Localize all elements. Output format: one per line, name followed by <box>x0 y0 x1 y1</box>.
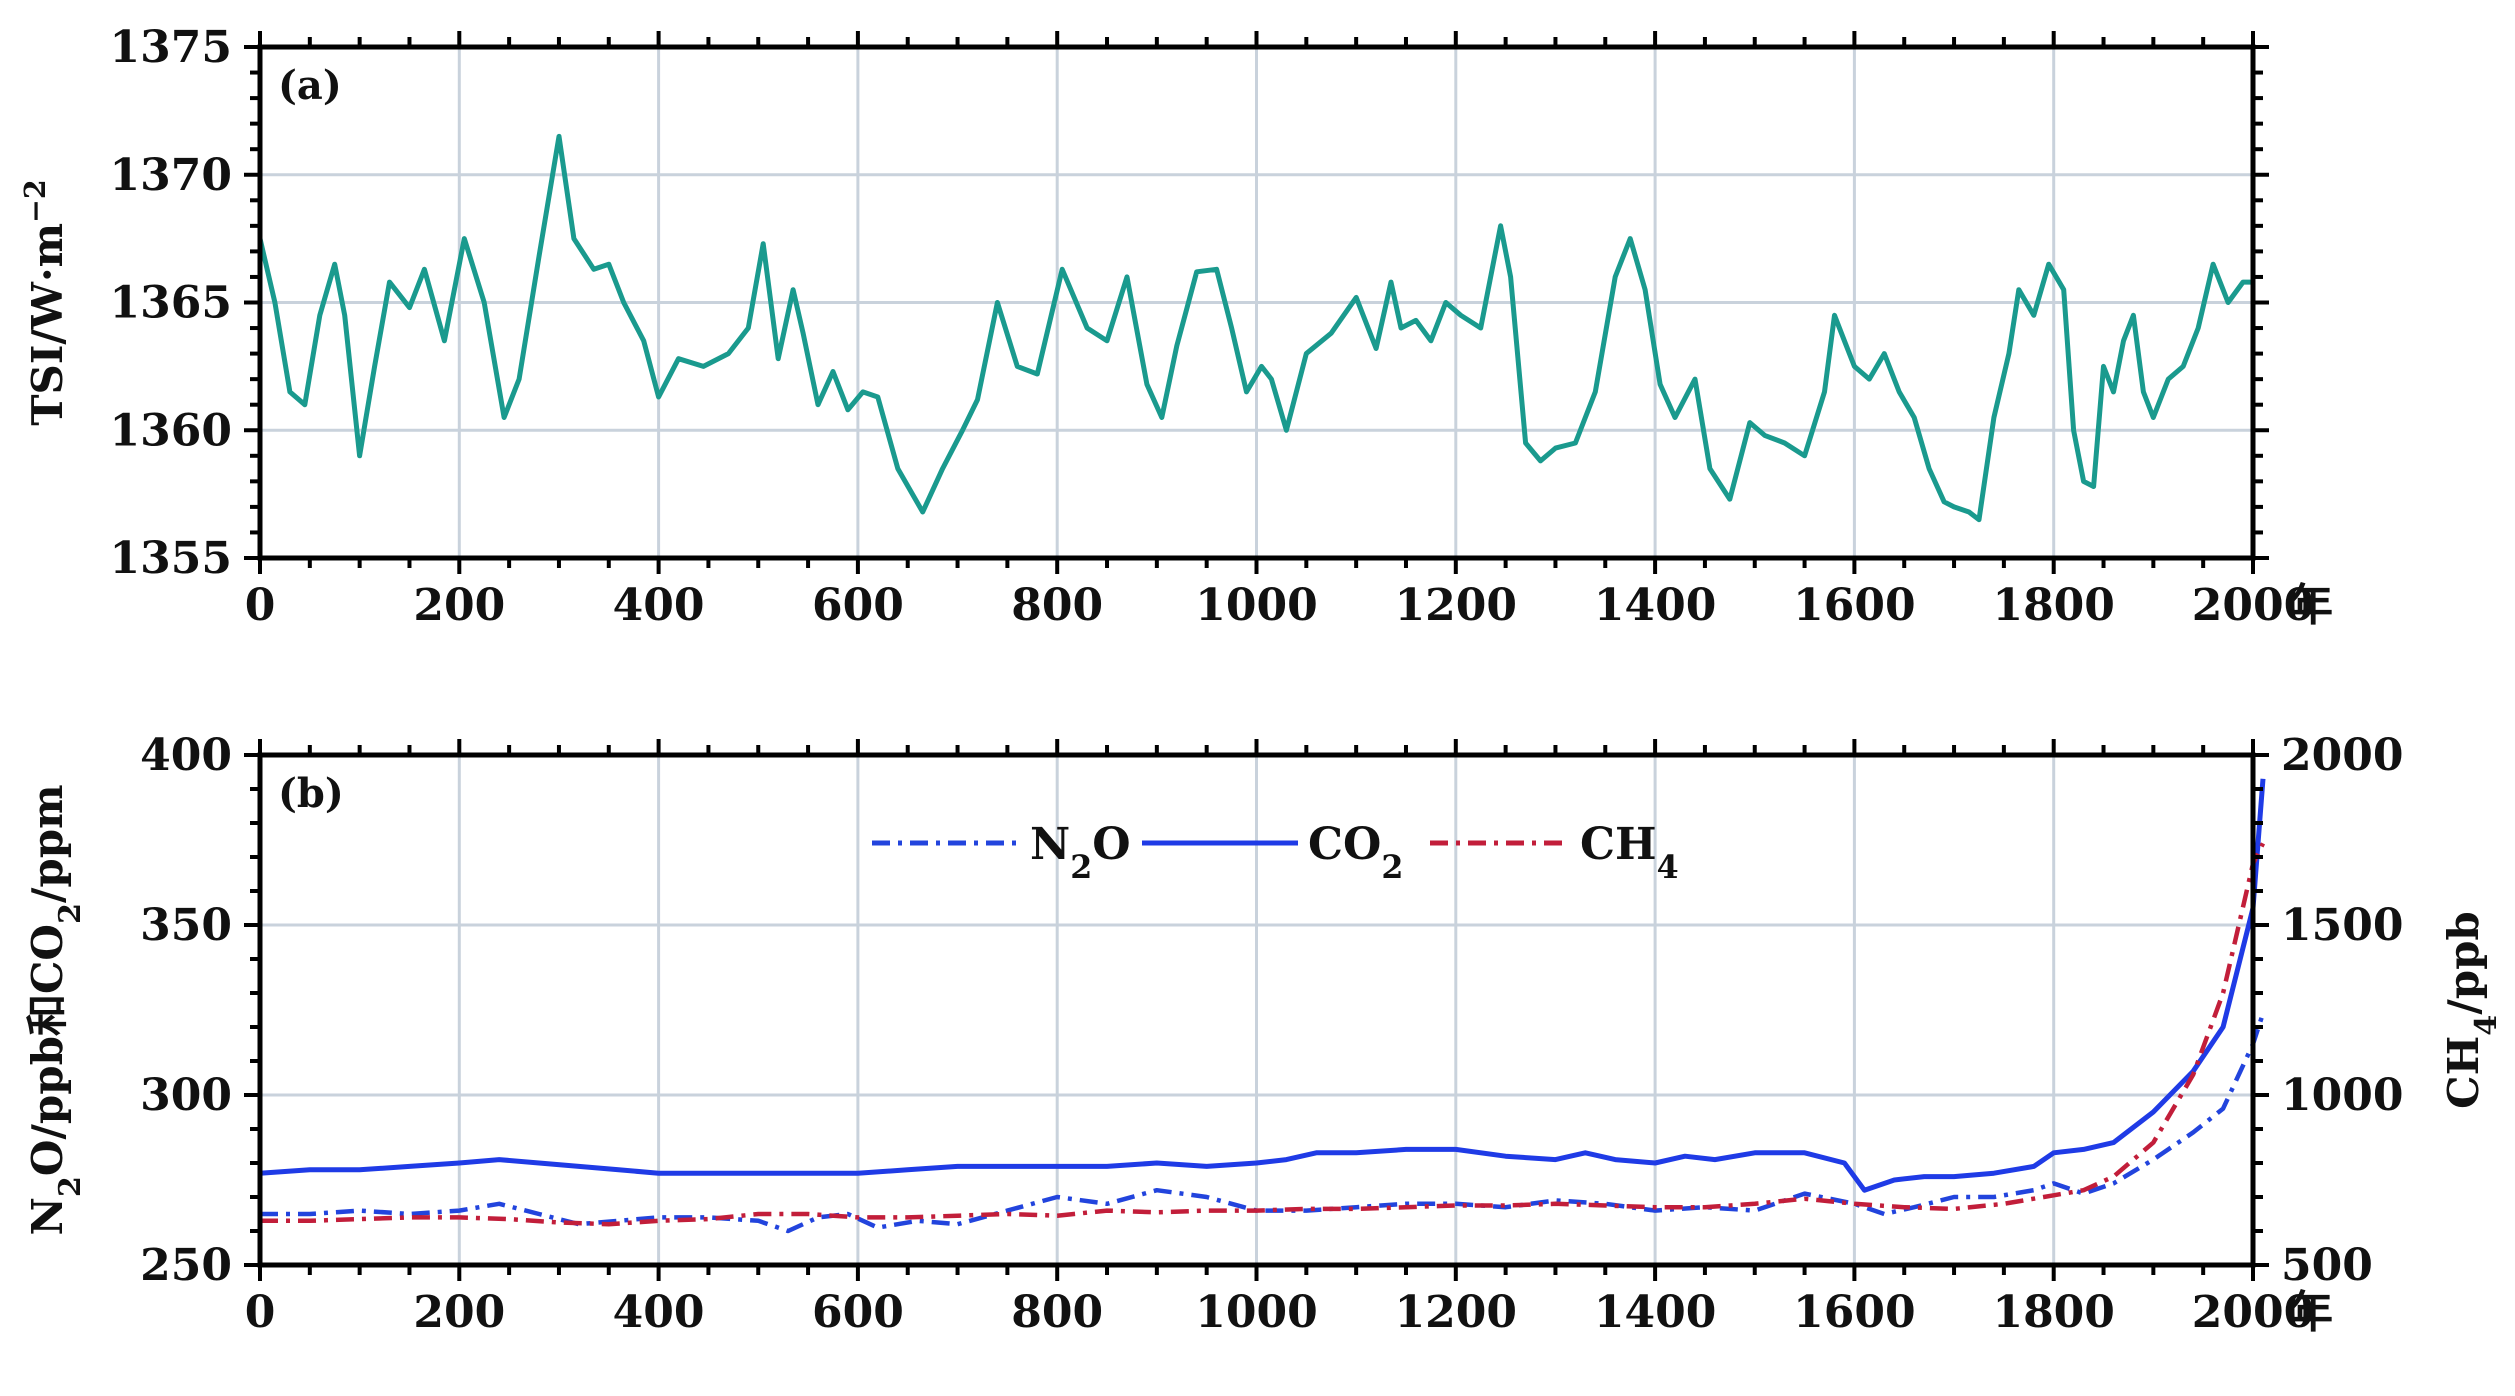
x-tick-label: 2000 <box>2192 1287 2314 1338</box>
x-tick-label: 1600 <box>1793 1287 1915 1338</box>
legend-label-ch4: CH4 <box>1580 819 1679 886</box>
panel-b-left-y-tick-labels: 250 300 350 400 <box>140 730 232 1291</box>
panel-b-ghg-chart: 0 200 400 600 800 1000 1200 1400 1600 1800 2000 25… <box>23 730 2504 1338</box>
x-tick-label: 400 <box>613 1287 705 1338</box>
x-tick-label: 1000 <box>1195 580 1317 631</box>
series-line-co2 <box>259 778 2266 1193</box>
x-tick-label: 1400 <box>1594 1287 1716 1338</box>
x-tick-label: 0 <box>245 1287 276 1338</box>
right-y-tick-label: 1000 <box>2281 1070 2403 1121</box>
panel-a-y-axis-label: TSI/W·m−2 <box>18 179 72 426</box>
right-y-tick-label: 1500 <box>2281 900 2403 951</box>
panel-b-ticks <box>244 739 2269 1281</box>
panel-a-ticks <box>244 31 2269 574</box>
right-y-tick-label: 500 <box>2281 1240 2373 1291</box>
panel-b-x-unit: 年 <box>2289 1287 2333 1338</box>
panel-b-x-tick-labels: 0 200 400 600 800 1000 1200 1400 1600 1800 2000 <box>245 1287 2315 1338</box>
panel-b-grid <box>260 755 2253 1265</box>
left-y-tick-label: 1375 <box>110 22 232 73</box>
x-tick-label: 2000 <box>2192 580 2314 631</box>
right-y-tick-label: 2000 <box>2281 730 2403 781</box>
x-tick-label: 1800 <box>1992 580 2114 631</box>
panel-a-x-tick-labels: 0 200 400 600 800 1000 1200 1400 1600 1800 2000 <box>245 580 2315 631</box>
left-y-tick-label: 1355 <box>110 533 232 584</box>
legend-label-co2: CO2 <box>1308 819 1403 886</box>
x-tick-label: 1000 <box>1195 1287 1317 1338</box>
x-tick-label: 200 <box>413 1287 505 1338</box>
left-y-tick-label: 400 <box>140 730 232 781</box>
panel-b-legend: N2O CO2 CH4 <box>872 819 1679 886</box>
x-tick-label: 600 <box>812 580 904 631</box>
x-tick-label: 1800 <box>1992 1287 2114 1338</box>
series-line-n2o <box>260 1012 2266 1234</box>
x-tick-label: 1400 <box>1594 580 1716 631</box>
legend-label-n2o: N2O <box>1030 819 1131 886</box>
x-tick-label: 800 <box>1011 580 1103 631</box>
panel-b-left-y-axis-label: N2O/ppb和CO2/ppm <box>23 784 88 1235</box>
x-tick-label: 1600 <box>1793 580 1915 631</box>
x-tick-label: 200 <box>413 580 505 631</box>
panel-a-tsi-line <box>257 133 2253 523</box>
panel-a-x-unit: 年 <box>2289 580 2333 631</box>
left-y-tick-label: 1360 <box>110 405 232 456</box>
panel-a-tsi-chart: 0 200 400 600 800 1000 1200 1400 1600 1800 2000 13… <box>18 22 2333 631</box>
left-y-tick-label: 1365 <box>110 278 232 329</box>
left-y-tick-label: 300 <box>140 1070 232 1121</box>
panel-b-label: (b) <box>278 770 344 817</box>
x-tick-label: 600 <box>812 1287 904 1338</box>
x-tick-label: 400 <box>613 580 705 631</box>
panel-a-grid <box>260 47 2253 558</box>
left-y-tick-label: 350 <box>140 900 232 951</box>
x-tick-label: 1200 <box>1395 580 1517 631</box>
x-tick-label: 1200 <box>1395 1287 1517 1338</box>
panel-b-right-y-axis-label: CH4/ppb <box>2439 911 2504 1109</box>
series-line-ch4 <box>260 842 2266 1227</box>
panel-a-label: (a) <box>278 62 342 109</box>
x-tick-label: 800 <box>1011 1287 1103 1338</box>
panel-b-series <box>259 778 2266 1234</box>
panel-b-right-y-tick-labels: 500 1000 1500 2000 <box>2281 730 2403 1291</box>
panel-a-y-tick-labels: 1355 1360 1365 1370 1375 <box>110 22 232 584</box>
x-tick-label: 0 <box>245 580 276 631</box>
left-y-tick-label: 250 <box>140 1240 232 1291</box>
left-y-tick-label: 1370 <box>110 150 232 201</box>
